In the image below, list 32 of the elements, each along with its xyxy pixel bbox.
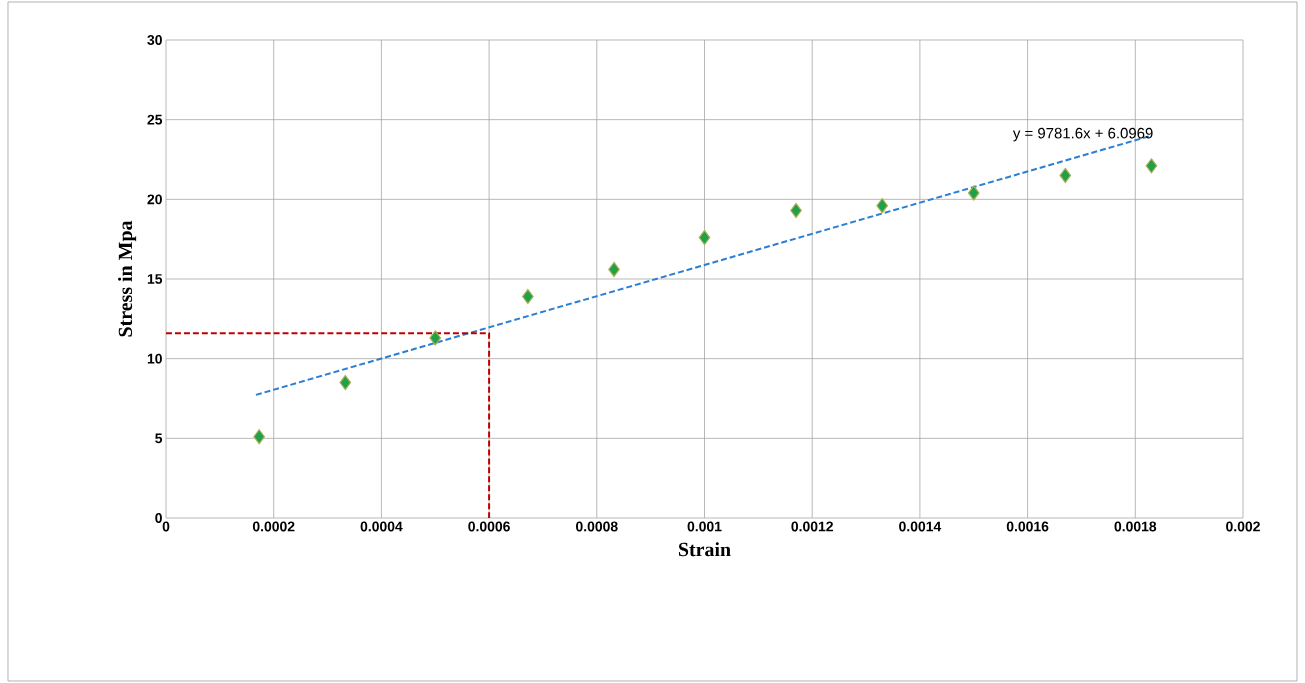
x-tick-label: 0.0016 [1006,521,1049,532]
x-axis-title: Strain [678,542,731,557]
x-tick-label: 0 [162,521,170,532]
x-tick-label: 0.0018 [1114,521,1157,532]
y-axis-title: Stress in Mpa [118,220,137,337]
point [339,374,352,391]
x-tick-label: 0.0002 [252,521,295,532]
point [253,429,265,445]
point [698,229,711,246]
point [876,198,889,214]
annotation: y = 9781.6x + 6.0969 [1012,127,1153,142]
point [1059,167,1072,183]
x-tick-label: 0.0014 [899,521,942,532]
point [967,185,980,201]
y-tick-label: 10 [147,353,162,364]
x-tick-label: 0.002 [1226,521,1260,532]
point [522,288,534,305]
point [790,202,802,219]
point [429,330,442,346]
y-tick-label: 0 [155,513,162,523]
x-tick-label: 0.0004 [360,521,403,532]
x-tick-label: 0.0008 [576,521,618,532]
x-tick-label: 0.0012 [791,521,833,532]
y-tick-label: 5 [155,433,163,444]
point [608,261,620,278]
x-tick-label: 0.001 [687,521,722,532]
x-tick-label: 0.0006 [468,521,510,532]
y-tick-label: 15 [147,274,163,284]
y-tick-label: 20 [147,194,162,205]
y-tick-label: 25 [147,114,163,125]
y-tick-label: 30 [147,35,162,45]
point [1145,158,1158,174]
